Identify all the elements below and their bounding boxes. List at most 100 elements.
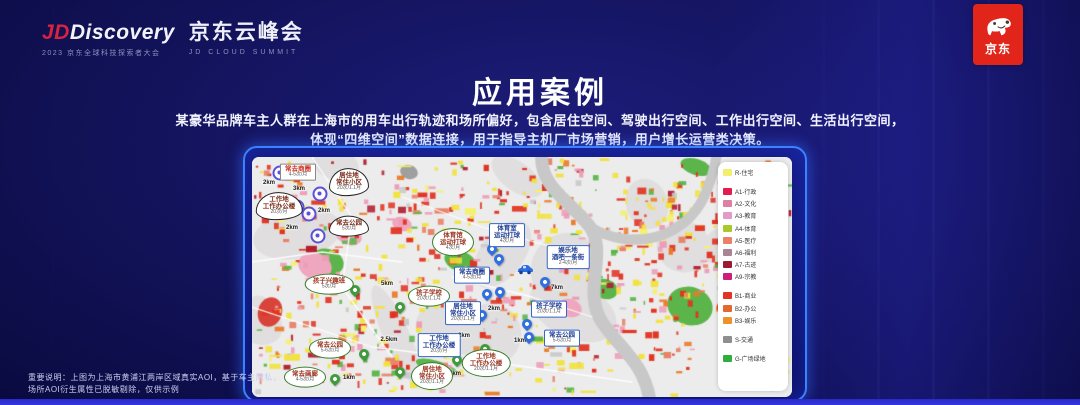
legend-label: B3-娱乐	[735, 318, 757, 325]
map-label-rect-blue: 居住地 常住小区 20次/1.1月	[445, 301, 481, 325]
legend-label: A4-体育	[735, 226, 757, 233]
map-label-text: 运动打球	[440, 239, 466, 247]
map-label-frequency: 4-5次/月	[462, 274, 482, 281]
distance-label: 1km	[342, 375, 356, 381]
privacy-footnote: 重要说明：上图为上海市黄浦江两岸区域真实AOI，基于车主隐私， 场所AOI衍生属…	[28, 372, 281, 396]
map-label-rect-blue: 娱乐地 酒吧一条街 2-4次/月	[546, 245, 590, 269]
legend-label: G-广场绿地	[735, 356, 766, 363]
map-label-frequency: 4次/月	[499, 238, 515, 245]
map-label-oval-green: 体育馆 运动打球 4次/月	[432, 228, 474, 256]
map-label-frequency: 4次/月	[445, 245, 461, 252]
map-label-text: 居住地	[422, 366, 442, 374]
map-label-rect-blue: 常去公园 5-6次/月	[544, 329, 580, 347]
summit-brand-en: JD CLOUD SUMMIT	[188, 49, 299, 56]
distance-label: 7km	[448, 371, 462, 377]
map-label-oval-green: 居住地 常住小区 20次/1.1月	[411, 362, 453, 390]
legend-row: A1-行政	[723, 187, 783, 196]
legend-label: S-交通	[735, 337, 754, 344]
legend-label: A7-古迹	[735, 263, 757, 270]
map-label-text: 居住地	[339, 172, 359, 180]
bottom-stage-band	[0, 399, 1080, 405]
map-label-frequency: 5次/月	[341, 225, 357, 232]
map-label-rect-blue: 孩子学校 20次/1.1月	[531, 300, 567, 318]
map-label-frequency: 20次/月	[270, 209, 288, 216]
map-pin-purple-icon	[310, 228, 326, 244]
description-line-1: 某豪华品牌车主人群在上海市的用车出行轨迹和场所偏好，包含居住空间、驾驶出行空间、…	[175, 113, 905, 128]
legend-row: A9-宗教	[723, 272, 783, 281]
legend-swatch	[723, 292, 732, 300]
legend-row: A5-医疗	[723, 236, 783, 245]
legend-swatch	[723, 212, 732, 220]
map-label-oval-green: 孩子学校 20次/1.1月	[408, 285, 450, 307]
distance-label: 1km	[513, 338, 527, 344]
map-label-text: 孩子学校	[416, 289, 442, 297]
jdd-logo-prefix: JD	[42, 21, 70, 44]
summit-brand-cn: 京东云峰会	[188, 21, 304, 44]
map-label-frequency: 20次/1.1月	[474, 366, 498, 373]
map-label-text: 常住小区	[336, 179, 362, 187]
event-header: JDDiscovery 2023 京东全球科技探索者大会 京东云峰会 JD CL…	[42, 22, 304, 58]
legend-label: A2-文化	[735, 202, 757, 209]
map-label-text: 常去画廊	[292, 370, 318, 378]
landuse-legend: R-住宅 A1-行政 A2-文化 A3-教育 A4-体育 A5-医疗 A6-福利 A7-古迹 A…	[718, 162, 788, 391]
footnote-line-2: 场所AOI衍生属性已脱敏剔除，仅供示例	[28, 385, 180, 394]
map-label-text: 体育室	[497, 225, 517, 233]
legend-row: R-住宅	[723, 168, 783, 177]
map-label-text: 常去公园	[317, 341, 343, 349]
legend-label: A1-行政	[735, 190, 757, 196]
map-label-text: 工作办公楼	[262, 203, 296, 211]
map-label-text: 常去公园	[336, 219, 362, 227]
legend-swatch	[723, 188, 732, 195]
map-label-cloud: 工作地 工作办公楼 20次/月	[255, 192, 303, 220]
map-label-oval-green: 常去公园 5-6次/月	[309, 337, 351, 359]
jdd-logo-subtitle: 2023 京东全球科技探索者大会	[42, 50, 161, 57]
map-label-text: 常去商圈	[285, 165, 311, 173]
map-label-text: 工作地	[429, 335, 449, 343]
jd-badge-label: 京东	[984, 41, 1011, 56]
map-label-frequency: 2-4次/月	[558, 260, 578, 267]
map-label-rect-blue: 工作地 工作办公楼 20次/月	[417, 333, 461, 357]
distance-label: 3km	[292, 186, 306, 192]
distance-label: 2km	[457, 333, 471, 339]
legend-swatch	[723, 316, 732, 324]
legend-swatch	[723, 236, 732, 244]
map-label-text: 常住小区	[419, 373, 445, 381]
legend-row: A6-福利	[723, 248, 783, 257]
legend-swatch	[723, 248, 732, 256]
legend-label: A3-教育	[735, 214, 757, 221]
map-label-frequency: 20次/1.1月	[420, 379, 444, 386]
distance-label: 2km	[262, 180, 276, 186]
map-label-rect-blue: 体育室 运动打球 4次/月	[489, 223, 525, 247]
legend-swatch	[723, 261, 732, 269]
map-label-text: 娱乐地	[558, 247, 578, 255]
legend-row: A2-文化	[723, 199, 783, 208]
legend-row: G-广场绿地	[723, 354, 783, 363]
map-label-text: 工作办公楼	[422, 342, 456, 350]
legend-swatch	[723, 335, 732, 343]
map-label-frequency: 20次/1.1月	[337, 185, 361, 192]
map-label-frequency: 20次/1.1月	[451, 316, 475, 323]
legend-swatch	[723, 354, 732, 362]
map-label-text: 酒吧一条街	[551, 254, 585, 262]
distance-label: 5km	[380, 281, 394, 287]
legend-row: A7-古迹	[723, 260, 783, 269]
map-label-text: 常住小区	[450, 310, 476, 318]
legend-row: A3-教育	[723, 211, 783, 220]
map-label-text: 体育馆	[443, 232, 463, 240]
legend-swatch	[723, 224, 732, 232]
legend-row: B3-娱乐	[723, 316, 783, 325]
legend-label: B2-办公	[735, 306, 757, 313]
distance-label: 2km	[317, 208, 331, 214]
jdd-logo-wordmark: JDDiscovery	[42, 22, 175, 43]
map-label-cloud: 居住地 常住小区 20次/1.1月	[329, 168, 369, 196]
map-label-text: 孩子学校	[536, 302, 562, 310]
map-label-frequency: 5次/月	[321, 283, 337, 290]
map-pin-purple-icon	[301, 206, 317, 222]
legend-row: A4-体育	[723, 224, 783, 233]
map-label-rect-red: 常去商圈 4-5次/月	[280, 163, 316, 181]
map-label-oval-green: 常去画廊 4-5次/月	[284, 366, 326, 388]
shanghai-aoi-map: R-住宅 A1-行政 A2-文化 A3-教育 A4-体育 A5-医疗 A6-福利 A7-古迹 A…	[252, 157, 792, 397]
map-label-text: 工作地	[269, 196, 289, 204]
map-panel: R-住宅 A1-行政 A2-文化 A3-教育 A4-体育 A5-医疗 A6-福利 A7-古迹 A…	[243, 146, 807, 402]
distance-label: 2km	[285, 225, 299, 231]
